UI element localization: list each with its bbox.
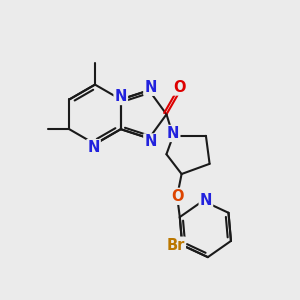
Text: N: N bbox=[144, 134, 157, 149]
Text: Br: Br bbox=[167, 238, 185, 253]
Text: N: N bbox=[87, 140, 100, 155]
Text: N: N bbox=[200, 194, 212, 208]
Text: N: N bbox=[167, 126, 179, 141]
Text: O: O bbox=[171, 189, 183, 204]
Text: O: O bbox=[173, 80, 185, 94]
Text: N: N bbox=[115, 89, 127, 104]
Text: N: N bbox=[144, 80, 157, 95]
